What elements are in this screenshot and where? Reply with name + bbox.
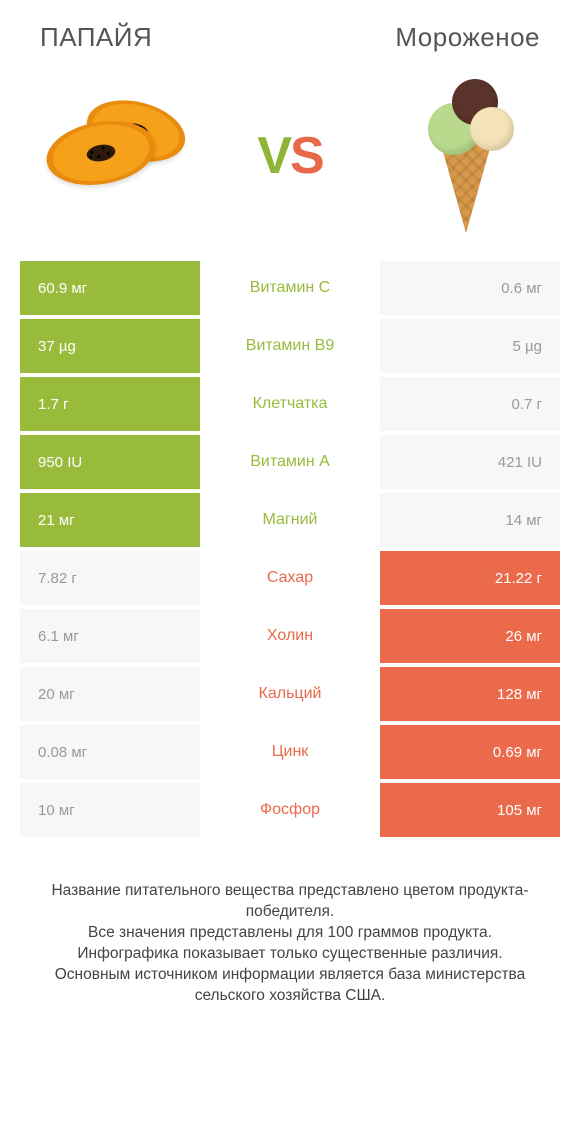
ice-cream-icon — [380, 81, 540, 231]
nutrient-left-value: 6.1 мг — [20, 609, 200, 663]
nutrient-row: 6.1 мгХолин26 мг — [20, 609, 560, 663]
nutrient-row: 20 мгКальций128 мг — [20, 667, 560, 721]
nutrient-label: Магний — [200, 493, 380, 547]
nutrient-row: 950 IUВитамин A421 IU — [20, 435, 560, 489]
header: ПАПАЙЯ Мороженое — [0, 0, 580, 63]
nutrient-row: 7.82 гСахар21.22 г — [20, 551, 560, 605]
footer-text: Название питательного вещества представл… — [0, 841, 580, 1007]
nutrient-left-value: 10 мг — [20, 783, 200, 837]
nutrient-label: Холин — [200, 609, 380, 663]
nutrient-left-value: 60.9 мг — [20, 261, 200, 315]
nutrient-right-value: 105 мг — [380, 783, 560, 837]
nutrient-row: 37 µgВитамин B95 µg — [20, 319, 560, 373]
nutrient-row: 60.9 мгВитамин C0.6 мг — [20, 261, 560, 315]
title-left: ПАПАЙЯ — [40, 22, 152, 53]
nutrient-label: Цинк — [200, 725, 380, 779]
footer-line: Инфографика показывает только существенн… — [26, 944, 554, 965]
nutrient-label: Сахар — [200, 551, 380, 605]
nutrient-right-value: 5 µg — [380, 319, 560, 373]
nutrient-label: Фосфор — [200, 783, 380, 837]
nutrient-right-value: 21.22 г — [380, 551, 560, 605]
nutrient-row: 10 мгФосфор105 мг — [20, 783, 560, 837]
nutrient-left-value: 37 µg — [20, 319, 200, 373]
vs-s: S — [290, 127, 323, 185]
nutrient-row: 1.7 гКлетчатка0.7 г — [20, 377, 560, 431]
footer-line: Основным источником информации является … — [26, 965, 554, 1007]
vs-v: V — [257, 127, 290, 185]
footer-line: Название питательного вещества представл… — [26, 881, 554, 923]
nutrient-left-value: 21 мг — [20, 493, 200, 547]
nutrient-right-value: 26 мг — [380, 609, 560, 663]
vs-label: VS — [257, 126, 322, 186]
nutrient-right-value: 421 IU — [380, 435, 560, 489]
nutrient-left-value: 7.82 г — [20, 551, 200, 605]
nutrient-left-value: 1.7 г — [20, 377, 200, 431]
nutrient-right-value: 128 мг — [380, 667, 560, 721]
nutrient-right-value: 0.69 мг — [380, 725, 560, 779]
nutrient-right-value: 14 мг — [380, 493, 560, 547]
nutrient-table: 60.9 мгВитамин C0.6 мг37 µgВитамин B95 µ… — [0, 261, 580, 837]
title-right: Мороженое — [395, 22, 540, 53]
nutrient-label: Клетчатка — [200, 377, 380, 431]
nutrient-label: Витамин A — [200, 435, 380, 489]
nutrient-label: Кальций — [200, 667, 380, 721]
nutrient-left-value: 0.08 мг — [20, 725, 200, 779]
nutrient-row: 0.08 мгЦинк0.69 мг — [20, 725, 560, 779]
nutrient-right-value: 0.6 мг — [380, 261, 560, 315]
nutrient-label: Витамин B9 — [200, 319, 380, 373]
nutrient-right-value: 0.7 г — [380, 377, 560, 431]
nutrient-left-value: 950 IU — [20, 435, 200, 489]
papaya-icon — [40, 81, 200, 231]
nutrient-left-value: 20 мг — [20, 667, 200, 721]
nutrient-row: 21 мгМагний14 мг — [20, 493, 560, 547]
nutrient-label: Витамин C — [200, 261, 380, 315]
footer-line: Все значения представлены для 100 граммо… — [26, 923, 554, 944]
images-row: VS — [0, 63, 580, 261]
